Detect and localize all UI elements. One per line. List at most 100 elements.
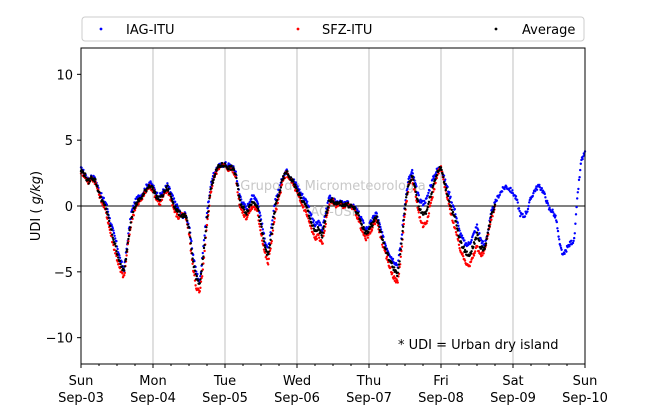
data-point (477, 250, 480, 253)
data-point (321, 231, 324, 234)
data-point (201, 263, 204, 266)
data-point (483, 247, 486, 251)
data-point (402, 218, 405, 222)
data-point (486, 231, 489, 235)
data-point (412, 178, 415, 181)
data-point (257, 209, 260, 212)
data-point (193, 269, 197, 272)
data-point (258, 222, 261, 226)
data-point (102, 201, 106, 205)
data-point (212, 178, 215, 182)
data-point (142, 192, 146, 196)
data-point (285, 172, 288, 175)
data-point (279, 186, 282, 189)
data-point (361, 219, 365, 222)
data-point (475, 223, 479, 226)
data-point (320, 234, 323, 237)
x-axis: Sun Sep-03 Mon Sep-04 Tue Sep-05 Wed Sep-06 Thu S… (58, 364, 608, 406)
data-point (274, 202, 278, 205)
data-point (117, 251, 120, 254)
data-point (367, 230, 370, 234)
data-point (452, 205, 455, 209)
data-point (412, 182, 416, 186)
data-point (223, 162, 227, 165)
data-point (309, 217, 312, 220)
data-point (185, 216, 188, 220)
data-point (400, 238, 404, 241)
data-point (387, 253, 390, 257)
data-point (575, 205, 578, 209)
data-point (572, 239, 575, 243)
data-point (110, 228, 113, 231)
data-point (261, 232, 264, 236)
data-point (469, 260, 473, 263)
data-point (252, 194, 255, 197)
data-point (484, 244, 487, 248)
data-point (576, 191, 579, 194)
data-point (469, 252, 473, 255)
y-tick-label: −10 (46, 332, 73, 347)
data-point (397, 263, 401, 266)
data-point (468, 254, 471, 257)
data-point (411, 168, 414, 172)
data-point (193, 265, 196, 268)
data-point (307, 214, 311, 218)
data-point (208, 197, 211, 200)
data-point (543, 192, 546, 196)
data-point (360, 215, 363, 219)
data-point (458, 247, 461, 250)
data-point (433, 188, 436, 191)
data-point (577, 187, 580, 191)
data-point (203, 243, 206, 247)
data-point (240, 203, 243, 206)
data-point (448, 200, 451, 203)
data-point (505, 185, 508, 188)
data-point (403, 212, 406, 215)
data-point (113, 248, 116, 252)
data-point (531, 194, 534, 198)
data-point (429, 201, 432, 205)
data-point (422, 225, 425, 228)
data-point (322, 227, 325, 230)
data-point (427, 202, 430, 206)
data-point (400, 242, 403, 245)
data-point (399, 248, 402, 251)
data-point (427, 212, 431, 215)
data-point (205, 223, 209, 227)
data-point (270, 232, 273, 235)
data-point (253, 196, 257, 199)
data-point (263, 244, 266, 247)
data-point (268, 243, 272, 247)
data-point (114, 245, 118, 248)
data-point (294, 183, 297, 186)
data-point (120, 265, 124, 268)
data-point (354, 207, 357, 210)
data-point (556, 227, 559, 230)
data-point (312, 219, 315, 222)
data-point (275, 208, 278, 211)
data-point (276, 201, 279, 205)
data-point (194, 272, 197, 276)
data-point (289, 176, 293, 179)
data-point (481, 254, 484, 257)
data-point (294, 181, 297, 184)
x-tick-label-date: Sep-05 (202, 391, 248, 406)
data-point (381, 238, 384, 242)
data-point (157, 195, 161, 198)
data-point (460, 234, 464, 237)
data-point (199, 272, 203, 276)
data-point (170, 197, 173, 200)
data-point (160, 198, 164, 202)
data-point (96, 185, 99, 188)
data-point (514, 195, 518, 198)
data-point (324, 220, 327, 223)
data-point (117, 262, 121, 266)
data-point (471, 256, 474, 259)
data-point (424, 201, 427, 204)
data-point (578, 176, 581, 179)
x-tick-label-date: Sep-09 (490, 391, 536, 406)
data-point (474, 246, 477, 250)
data-point (474, 250, 477, 253)
data-point (448, 191, 451, 194)
data-point (250, 203, 253, 206)
